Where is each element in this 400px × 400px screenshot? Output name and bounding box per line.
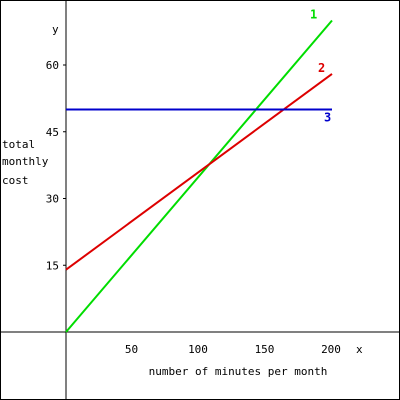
- y-axis-letter: y: [52, 23, 59, 36]
- series-line-1: [65, 19, 333, 333]
- series-label-2: 2: [318, 61, 325, 75]
- x-tick-label: 100: [188, 343, 208, 356]
- series-line-2: [65, 73, 333, 271]
- tick-layer: 50 100 150 200 15 30 45 60: [46, 59, 341, 356]
- series-label-3: 3: [324, 111, 331, 125]
- x-axis-letter: x: [356, 343, 363, 356]
- x-tick-label: 150: [255, 343, 275, 356]
- y-axis-title-line-2: monthly: [2, 155, 49, 168]
- y-tick-label: 30: [46, 193, 59, 206]
- y-tick-label: 60: [46, 59, 59, 72]
- x-tick-label: 50: [125, 343, 138, 356]
- series-layer: 1 2 3: [65, 8, 333, 333]
- x-tick-label: 200: [321, 343, 341, 356]
- series-label-1: 1: [310, 8, 317, 22]
- y-axis-title-line-1: total: [2, 138, 35, 151]
- y-axis-title-line-3: cost: [2, 174, 29, 187]
- x-axis-title: number of minutes per month: [149, 365, 328, 378]
- y-tick-label: 45: [46, 126, 59, 139]
- y-tick-label: 15: [46, 259, 59, 272]
